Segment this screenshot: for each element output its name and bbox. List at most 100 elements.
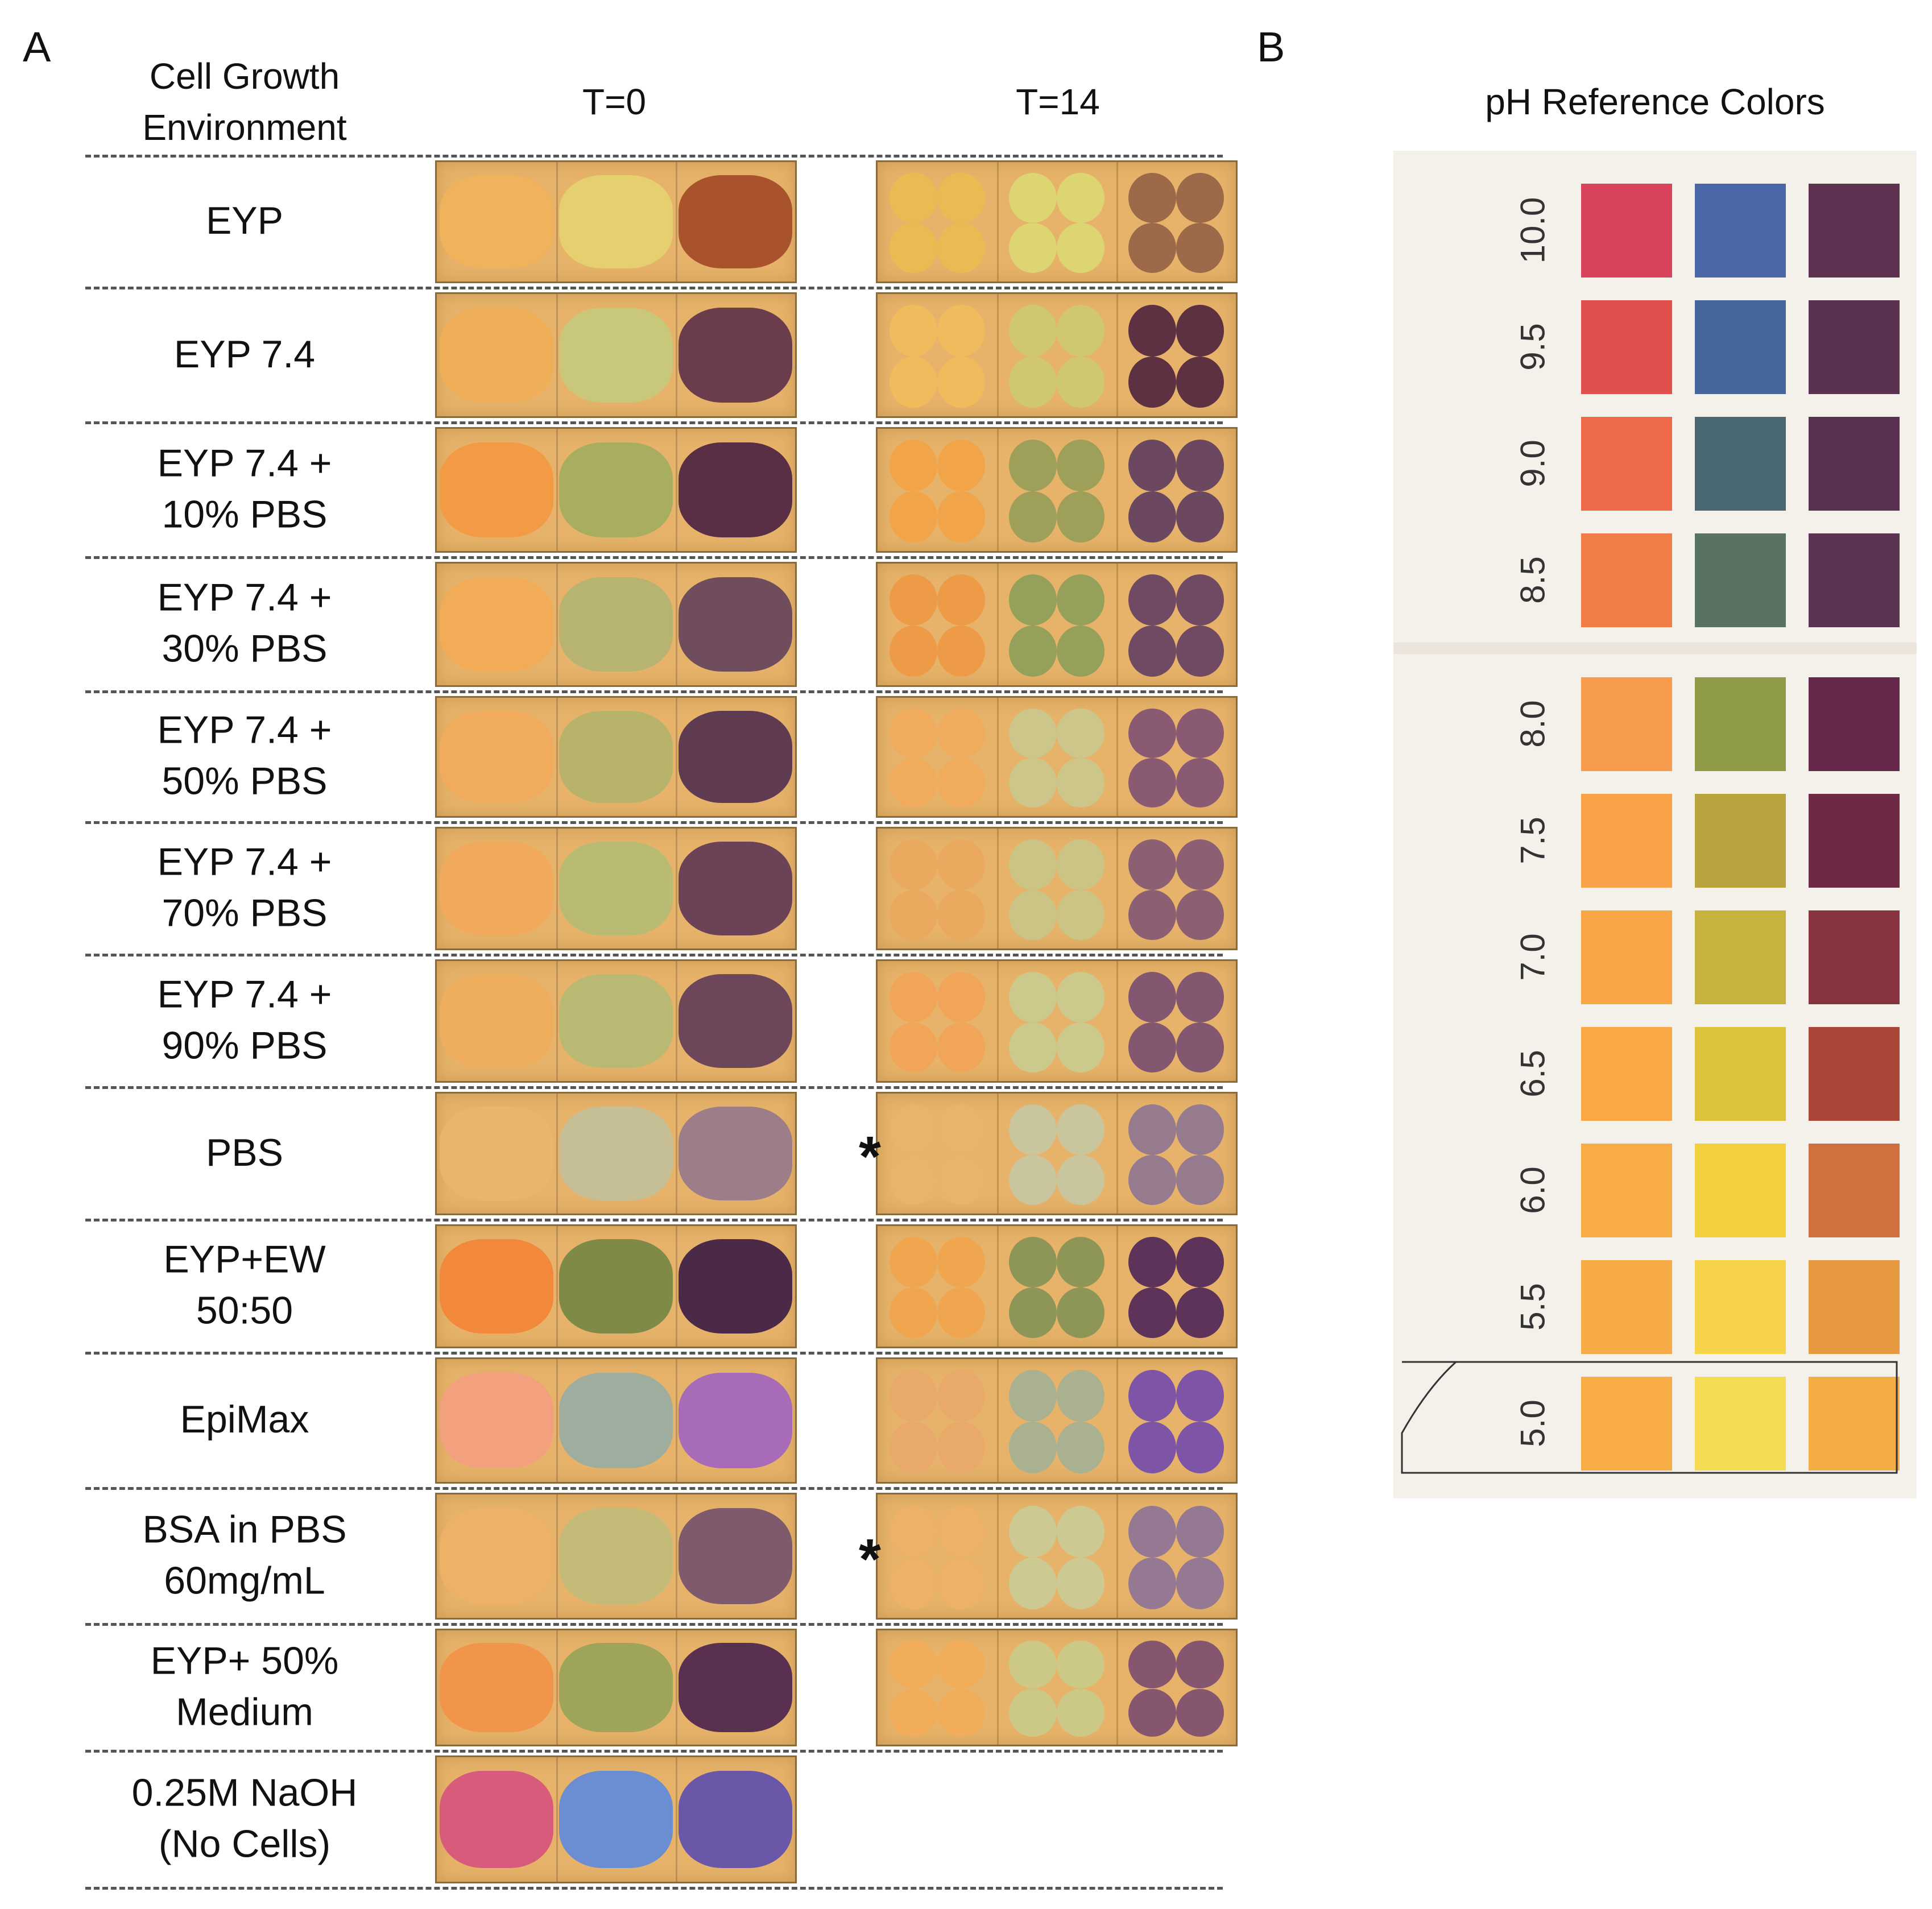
strip-pad-divider xyxy=(676,1494,677,1618)
row-divider xyxy=(85,1352,1223,1355)
reagent-spot xyxy=(937,1557,985,1609)
reagent-spot xyxy=(1057,356,1104,408)
reagent-spot xyxy=(890,491,937,543)
reagent-spot xyxy=(1057,305,1104,357)
reagent-spot xyxy=(1128,1287,1176,1339)
reagent-pad-color xyxy=(559,1771,673,1868)
reagent-spot xyxy=(937,1641,985,1689)
ph-color-swatch xyxy=(1581,677,1672,771)
ph-color-swatch xyxy=(1809,677,1900,771)
row-label: EYP 7.4 + 90% PBS xyxy=(157,972,332,1067)
reference-alkaline-section: 10.0 9.5 9.0 8.5 xyxy=(1393,151,1917,643)
ph-color-swatch xyxy=(1581,417,1672,511)
reagent-spot xyxy=(1009,839,1057,890)
reagent-spot xyxy=(937,1287,985,1339)
reagent-pad-color xyxy=(440,1107,553,1200)
strip-pad-divider xyxy=(676,961,677,1081)
ph-color-swatch xyxy=(1809,910,1900,1004)
row-divider xyxy=(85,1086,1223,1089)
reagent-spot xyxy=(937,172,985,223)
panel-b-letter: B xyxy=(1257,23,1285,71)
strip-pad-divider xyxy=(556,162,558,281)
reference-acidic-section: 8.0 7.5 7.0 6.5 6.0 5.5 5.0 xyxy=(1393,654,1917,1498)
strip-pad-divider xyxy=(676,162,677,281)
ph-reference-card: 10.0 9.5 9.0 8.5 8.0 7.5 7.0 6.5 6.0 5.5 5.0 xyxy=(1393,151,1917,1498)
reagent-pad-color xyxy=(440,842,553,935)
reagent-pad-color xyxy=(679,974,792,1068)
reagent-spot xyxy=(1009,356,1057,408)
strip-pad-divider xyxy=(676,1094,677,1214)
reagent-spot xyxy=(890,626,937,677)
reagent-spot xyxy=(937,839,985,890)
reagent-spot xyxy=(1057,839,1104,890)
strip-pad-divider xyxy=(676,1630,677,1745)
strip-pad-divider xyxy=(997,429,999,551)
strip-pad-divider xyxy=(676,829,677,949)
reagent-pad-color xyxy=(440,1372,553,1469)
test-strip-t14 xyxy=(876,696,1238,818)
strip-pad-divider xyxy=(1116,1494,1118,1618)
header-t14: T=14 xyxy=(1016,81,1100,122)
row-divider xyxy=(85,1623,1223,1626)
test-strip-t0 xyxy=(435,1493,797,1620)
reagent-pad-color xyxy=(440,974,553,1068)
test-strip-t14 xyxy=(876,1629,1238,1746)
reagent-spot xyxy=(890,1287,937,1339)
reagent-spot xyxy=(1128,758,1176,808)
reagent-spot xyxy=(1057,1505,1104,1558)
strip-pad-divider xyxy=(997,564,999,685)
reagent-spot xyxy=(1128,1422,1176,1473)
row-divider xyxy=(85,421,1223,424)
reagent-spot xyxy=(1009,574,1057,626)
reagent-spot xyxy=(1057,1641,1104,1689)
reagent-spot xyxy=(1176,574,1224,626)
reagent-spot xyxy=(1176,440,1224,491)
reagent-spot xyxy=(937,305,985,357)
reagent-spot xyxy=(1009,1022,1057,1073)
strip-pad-divider xyxy=(676,294,677,416)
row-label: EYP 7.4 + 30% PBS xyxy=(157,575,332,670)
strip-pad-divider xyxy=(556,1359,558,1482)
strip-pad-divider xyxy=(997,698,999,816)
reagent-pad-color xyxy=(440,577,553,672)
reagent-spot xyxy=(1176,1557,1224,1609)
reagent-spot xyxy=(937,1154,985,1206)
ph-color-swatch xyxy=(1581,300,1672,394)
ph-color-swatch xyxy=(1695,794,1786,888)
reagent-pad-color xyxy=(440,307,553,403)
strip-pad-divider xyxy=(556,698,558,816)
reagent-spot xyxy=(1176,1370,1224,1422)
strip-pad-divider xyxy=(556,1226,558,1347)
row-divider xyxy=(85,1219,1223,1221)
reagent-spot xyxy=(1009,1154,1057,1206)
reagent-spot xyxy=(890,758,937,808)
reagent-spot xyxy=(1128,1688,1176,1737)
reagent-spot xyxy=(1057,708,1104,759)
reagent-spot xyxy=(1128,889,1176,941)
row-divider xyxy=(85,1750,1223,1753)
asterisk-marker: * xyxy=(859,1124,881,1189)
row-divider xyxy=(85,287,1223,289)
test-strip-t0 xyxy=(435,1629,797,1746)
reagent-spot xyxy=(890,223,937,274)
strip-pad-divider xyxy=(556,961,558,1081)
strip-pad-divider xyxy=(997,294,999,416)
reagent-pad-color xyxy=(679,442,792,538)
ph-color-swatch xyxy=(1695,533,1786,627)
reagent-spot xyxy=(1128,172,1176,223)
reagent-spot xyxy=(937,574,985,626)
reagent-spot xyxy=(890,971,937,1022)
reagent-spot xyxy=(1128,1104,1176,1155)
reagent-spot xyxy=(890,1641,937,1689)
reagent-spot xyxy=(890,1104,937,1155)
reagent-pad-color xyxy=(679,1107,792,1200)
reagent-spot xyxy=(1009,1422,1057,1473)
reagent-pad-color xyxy=(679,1508,792,1605)
row-divider xyxy=(85,954,1223,956)
reagent-spot xyxy=(1009,1104,1057,1155)
reagent-spot xyxy=(1057,1287,1104,1339)
row-divider xyxy=(85,1887,1223,1890)
strip-pad-divider xyxy=(1116,698,1118,816)
reagent-spot xyxy=(1176,626,1224,677)
strip-pad-divider xyxy=(676,1757,677,1882)
